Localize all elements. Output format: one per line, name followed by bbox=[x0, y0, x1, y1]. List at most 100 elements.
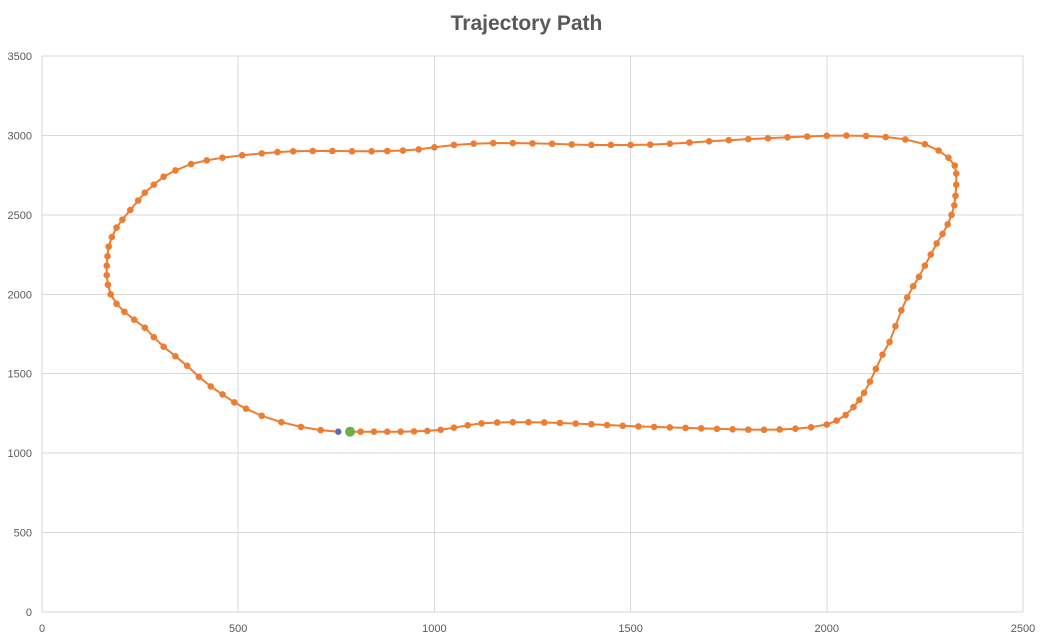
trajectory-point bbox=[856, 396, 863, 404]
trajectory-point bbox=[207, 383, 215, 390]
y-tick-label: 3500 bbox=[8, 51, 32, 63]
trajectory-point bbox=[230, 399, 238, 406]
trajectory-point bbox=[903, 294, 911, 301]
trajectory-point bbox=[105, 243, 113, 250]
trajectory-point bbox=[297, 423, 305, 431]
trajectory-point bbox=[725, 136, 732, 144]
trajectory-point bbox=[397, 428, 404, 435]
trajectory-point bbox=[713, 425, 721, 433]
trajectory-point bbox=[729, 426, 736, 433]
y-tick-label: 0 bbox=[26, 607, 32, 619]
trajectory-point bbox=[195, 373, 203, 381]
trajectory-point bbox=[478, 420, 485, 427]
trajectory-point bbox=[274, 148, 281, 156]
marker-layer bbox=[335, 426, 356, 437]
trajectory-point bbox=[258, 412, 266, 420]
x-tick-label: 2000 bbox=[815, 623, 839, 635]
trajectory-point bbox=[150, 333, 158, 341]
y-axis-ticks: 0 500 1000 1500 2000 2500 3000 3500 bbox=[8, 51, 32, 619]
trajectory-point bbox=[529, 140, 536, 147]
trajectory-point bbox=[650, 423, 658, 431]
trajectory-point bbox=[431, 144, 438, 151]
trajectory-point bbox=[219, 391, 226, 398]
trajectory-point bbox=[509, 418, 517, 426]
trajectory-point bbox=[187, 160, 195, 168]
trajectory-point bbox=[948, 211, 955, 219]
trajectory-point bbox=[107, 290, 114, 298]
trajectory-point bbox=[803, 133, 811, 140]
trajectory-point bbox=[219, 154, 226, 161]
trajectory-point bbox=[489, 139, 497, 147]
trajectory-point bbox=[927, 251, 935, 258]
trajectory-point bbox=[113, 300, 120, 308]
trajectory-point bbox=[635, 423, 642, 430]
y-tick-label: 2000 bbox=[8, 289, 32, 301]
trajectory-point bbox=[872, 365, 880, 373]
trajectory-point bbox=[368, 148, 375, 155]
trajectory-point bbox=[646, 141, 654, 148]
trajectory-point bbox=[141, 324, 149, 331]
trajectory-point bbox=[745, 426, 752, 433]
trajectory-point bbox=[933, 240, 940, 247]
trajectory-point bbox=[945, 154, 952, 161]
trajectory-point bbox=[901, 136, 909, 143]
trajectory-point bbox=[289, 148, 297, 155]
trajectory-point bbox=[130, 316, 138, 324]
trajectory-point bbox=[886, 338, 893, 346]
trajectory-point bbox=[952, 181, 960, 188]
y-tick-label: 3000 bbox=[8, 130, 32, 142]
trajectory-point bbox=[309, 147, 317, 155]
trajectory-point bbox=[399, 147, 407, 154]
trajectory-point bbox=[951, 202, 958, 209]
trajectory-point bbox=[588, 141, 595, 149]
trajectory-point bbox=[682, 424, 689, 432]
trajectory-point bbox=[745, 135, 752, 143]
trajectory-point bbox=[572, 420, 579, 427]
trajectory-point bbox=[607, 141, 615, 149]
trajectory-point bbox=[860, 389, 868, 397]
trajectory-point bbox=[842, 411, 849, 419]
trajectory-point bbox=[850, 403, 857, 411]
x-tick-label: 2500 bbox=[1011, 623, 1035, 635]
x-tick-label: 1500 bbox=[618, 623, 642, 635]
trajectory-point bbox=[915, 273, 923, 281]
trajectory-point bbox=[172, 167, 179, 174]
trajectory-point bbox=[509, 139, 517, 147]
trajectory-point bbox=[627, 141, 634, 149]
trajectory-point bbox=[172, 352, 179, 360]
trajectory-point bbox=[807, 423, 815, 431]
start-marker bbox=[345, 426, 356, 437]
trajectory-point bbox=[921, 140, 929, 148]
trajectory-point bbox=[882, 133, 889, 141]
trajectory-point bbox=[329, 147, 336, 155]
trajectory-point bbox=[686, 139, 693, 146]
trajectory-point bbox=[160, 343, 167, 351]
end-marker bbox=[335, 428, 342, 435]
trajectory-point bbox=[183, 362, 191, 370]
trajectory-point bbox=[119, 216, 126, 223]
trajectory-point bbox=[104, 281, 112, 289]
trajectory-point bbox=[909, 283, 917, 290]
trajectory-point bbox=[935, 147, 942, 154]
trajectory-point bbox=[104, 252, 111, 260]
trajectory-point bbox=[939, 230, 946, 238]
trajectory-point bbox=[493, 419, 501, 426]
trajectory-point bbox=[108, 233, 116, 241]
trajectory-point bbox=[348, 148, 356, 155]
trajectory-point bbox=[619, 422, 627, 430]
y-tick-label: 2500 bbox=[8, 210, 32, 222]
trajectory-point bbox=[160, 173, 167, 181]
x-tick-label: 1000 bbox=[422, 623, 446, 635]
x-tick-label: 500 bbox=[229, 623, 247, 635]
trajectory-point bbox=[103, 262, 111, 269]
trajectory-point bbox=[892, 322, 899, 330]
trajectory-point bbox=[410, 428, 418, 435]
trajectory-point bbox=[450, 141, 458, 149]
trajectory-point bbox=[568, 141, 576, 148]
trajectory-point bbox=[833, 417, 840, 424]
trajectory-point bbox=[384, 428, 391, 435]
trajectory-point bbox=[666, 424, 674, 431]
y-tick-label: 1500 bbox=[8, 369, 32, 381]
